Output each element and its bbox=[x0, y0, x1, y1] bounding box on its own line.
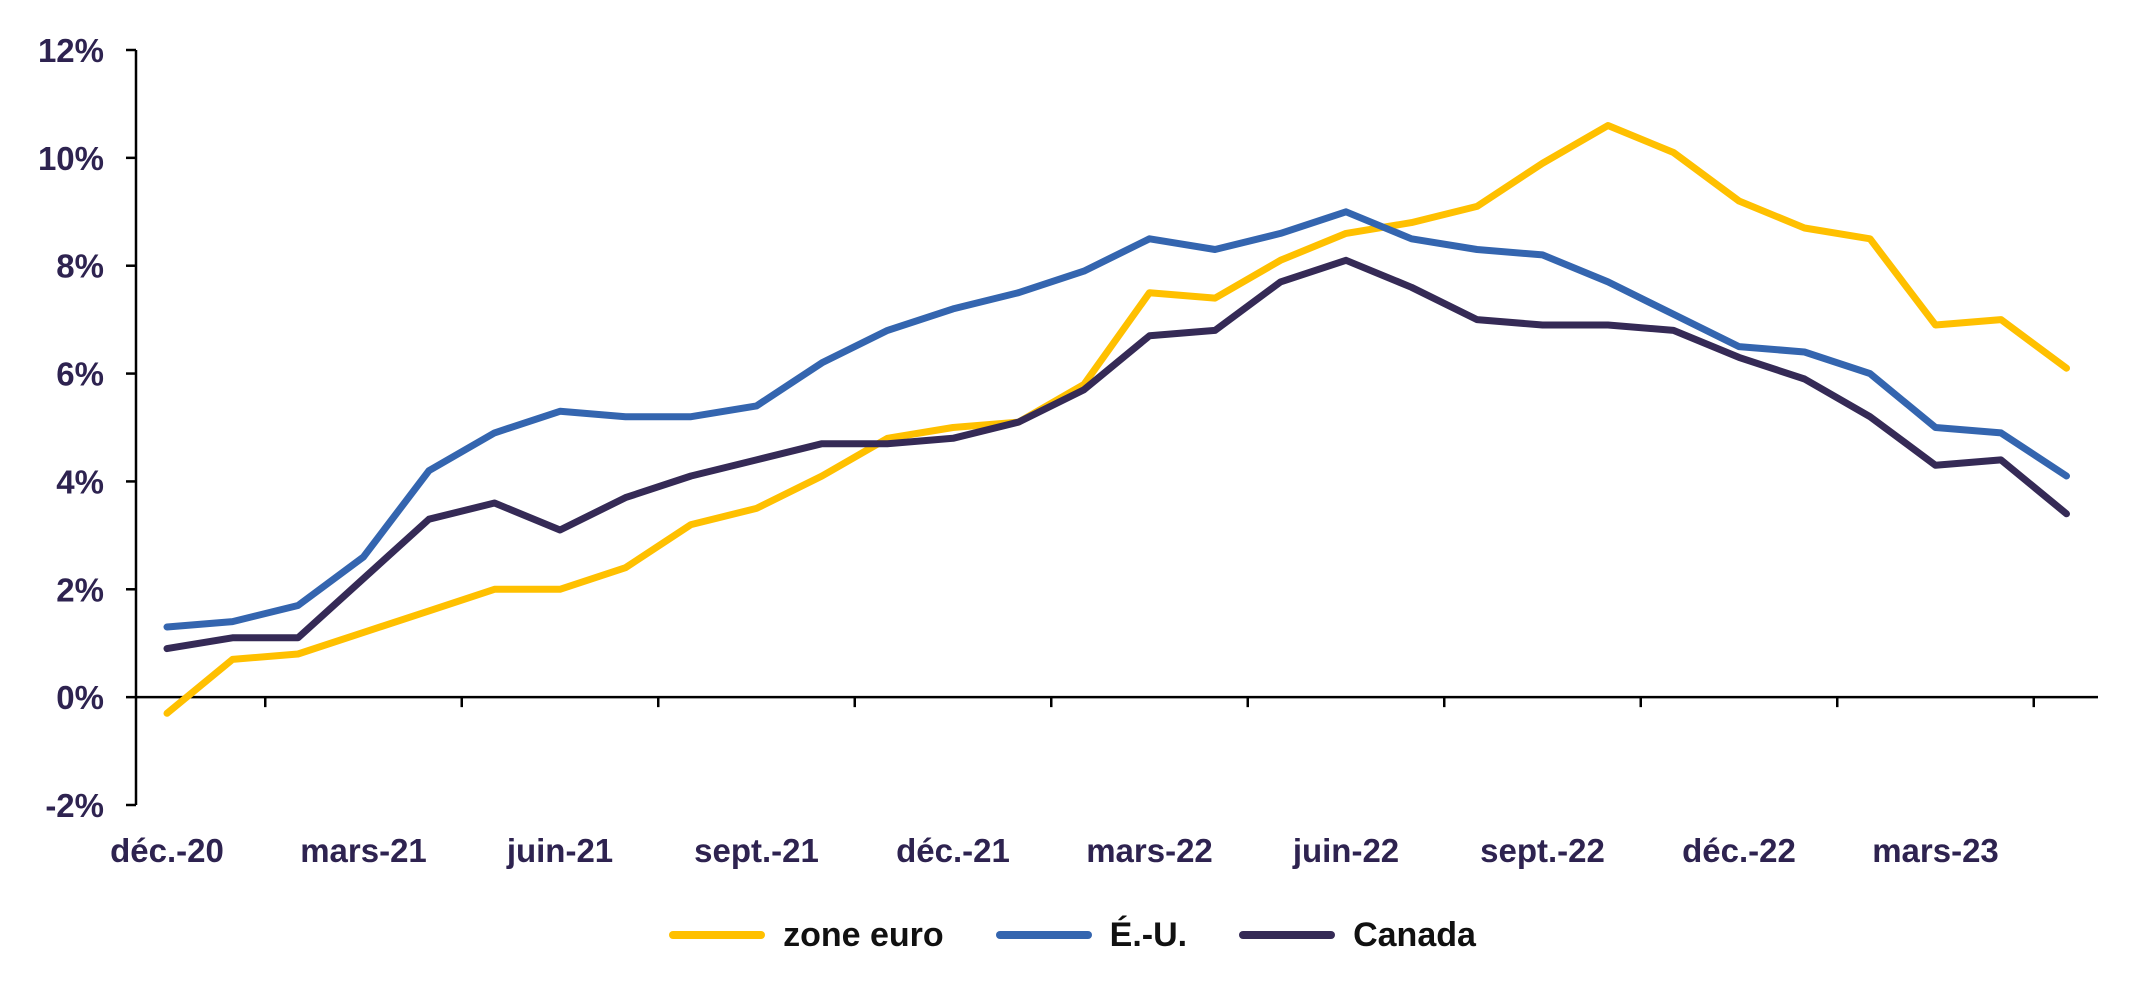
legend-item-canada: Canada bbox=[1239, 916, 1476, 955]
x-tick-label: sept.-22 bbox=[1480, 832, 1605, 869]
legend-item-eu: É.-U. bbox=[995, 915, 1188, 955]
series-lines bbox=[163, 122, 2070, 717]
y-tick-label: 2% bbox=[56, 571, 104, 608]
x-tick-label: mars-21 bbox=[300, 832, 427, 869]
legend-swatch-canada bbox=[1239, 931, 1336, 939]
y-tick-label: 0% bbox=[56, 679, 104, 716]
y-tick-label: 4% bbox=[56, 463, 104, 500]
x-tick-label: mars-23 bbox=[1872, 832, 1999, 869]
x-tick-label: juin-22 bbox=[1292, 832, 1399, 869]
series-line-eu bbox=[163, 208, 2070, 631]
x-tick-label: juin-21 bbox=[506, 832, 613, 869]
y-axis-ticks: -2% 0% 2% 4% 6% 8% 10% 12% bbox=[38, 32, 136, 824]
y-tick-label: 12% bbox=[38, 32, 104, 69]
legend-label-canada: Canada bbox=[1353, 915, 1476, 954]
legend-item-zone-euro: zone euro bbox=[669, 916, 944, 955]
legend-label-eu: É.-U. bbox=[1109, 915, 1188, 954]
y-tick-label: -2% bbox=[45, 787, 104, 824]
chart-axes bbox=[134, 50, 2098, 805]
x-tick-label: mars-22 bbox=[1086, 832, 1213, 869]
legend-label-zone-euro: zone euro bbox=[783, 915, 944, 954]
series-line-canada bbox=[163, 256, 2070, 653]
legend-swatch-eu bbox=[995, 931, 1092, 939]
x-tick-label: déc.-22 bbox=[1682, 832, 1796, 869]
x-axis-ticks: déc.-20 mars-21 juin-21 sept.-21 déc.-21 mars… bbox=[110, 697, 2035, 869]
y-tick-label: 6% bbox=[56, 356, 104, 393]
x-tick-label: déc.-20 bbox=[110, 832, 224, 869]
y-tick-label: 10% bbox=[38, 140, 104, 177]
y-tick-label: 8% bbox=[56, 248, 104, 285]
x-tick-label: sept.-21 bbox=[694, 832, 819, 869]
x-tick-label: déc.-21 bbox=[896, 832, 1010, 869]
chart-legend: zone euro É.-U. Canada bbox=[0, 905, 2145, 965]
legend-swatch-zone-euro bbox=[669, 931, 766, 939]
series-line-zone-euro bbox=[163, 122, 2070, 717]
